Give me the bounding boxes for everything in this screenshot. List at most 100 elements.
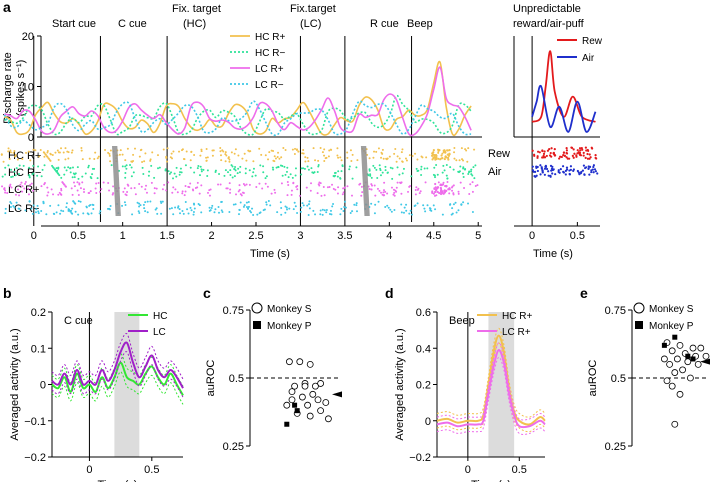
raster-dot — [294, 205, 297, 208]
data-point-monkey-p — [294, 408, 300, 414]
psth-line-0 — [4, 60, 472, 137]
raster-dot — [14, 193, 17, 196]
raster-dot — [198, 192, 201, 195]
raster-dot — [590, 170, 593, 174]
raster-dot — [355, 166, 358, 169]
raster-dot — [98, 212, 101, 215]
raster-dot — [441, 157, 444, 160]
raster-dot — [124, 176, 127, 179]
raster-dot — [307, 160, 310, 163]
raster-dot — [440, 154, 443, 157]
raster-dot — [108, 152, 111, 155]
y-tick-label: 0.6 — [416, 307, 431, 319]
raster-dot — [291, 148, 294, 151]
raster-dot — [546, 149, 550, 152]
panel-c-chart: 0.25 0.5 0.75 auROC Monkey S Monkey P — [205, 302, 342, 453]
raster-dot — [423, 167, 426, 170]
y-tick-label: −0.2 — [24, 452, 46, 464]
saccade-marker — [360, 146, 370, 216]
raster-dot — [245, 183, 248, 186]
raster-dot — [340, 159, 343, 162]
raster-dot — [590, 146, 593, 149]
raster-dot — [405, 203, 408, 206]
raster-dot — [31, 173, 34, 176]
raster-dot — [243, 204, 246, 207]
data-point-monkey-s — [668, 382, 676, 390]
raster-dot — [452, 192, 455, 195]
event-label: C cue — [118, 18, 147, 30]
raster-dot — [403, 206, 406, 209]
data-point-monkey-s — [674, 355, 681, 363]
raster-dot — [264, 177, 267, 180]
raster-dot — [251, 207, 254, 210]
data-point-monkey-p — [292, 402, 298, 408]
raster-dot — [18, 172, 21, 175]
series-line-air — [531, 84, 597, 133]
raster-dot — [316, 192, 319, 195]
raster-dot — [57, 158, 60, 161]
raster-dot — [121, 165, 124, 168]
raster-dot — [192, 211, 195, 214]
raster-dot — [17, 188, 20, 191]
raster-dot — [291, 176, 294, 179]
raster-dot — [34, 211, 37, 214]
raster-dot — [32, 189, 35, 192]
raster-dot — [139, 149, 142, 152]
raster-dot — [231, 165, 234, 168]
raster-dot — [69, 166, 72, 169]
raster-dot — [557, 169, 560, 172]
raster-dot — [59, 212, 62, 215]
raster-dot — [21, 185, 24, 188]
raster-dot — [76, 181, 79, 184]
raster-dot — [228, 158, 231, 161]
raster-dot — [4, 212, 7, 215]
raster-dot — [60, 193, 63, 196]
x-tick-label: 0.5 — [144, 464, 159, 476]
raster-dot — [229, 188, 232, 191]
raster-dot — [240, 194, 243, 197]
raster-dot — [143, 160, 146, 163]
data-point-monkey-s — [296, 358, 304, 366]
raster-dot — [234, 166, 237, 169]
raster-dot — [584, 166, 587, 170]
chart-title: Beep — [449, 315, 475, 327]
raster-dot — [293, 153, 296, 156]
raster-dot — [433, 166, 436, 169]
raster-dot — [381, 171, 384, 174]
raster-dot — [57, 151, 60, 154]
raster-dot — [368, 187, 371, 190]
raster-dot — [462, 159, 465, 162]
raster-dot — [186, 208, 189, 211]
raster-dot — [172, 213, 175, 216]
raster-dot — [192, 213, 195, 216]
raster-dot — [374, 194, 377, 197]
raster-dot — [241, 191, 244, 194]
raster-dot — [336, 154, 339, 157]
series-line-rew — [531, 50, 596, 123]
raster-dot — [63, 173, 66, 176]
raster-dot — [434, 186, 437, 189]
raster-dot — [94, 187, 97, 190]
raster-dot — [9, 206, 12, 209]
raster-dot — [550, 155, 553, 158]
raster-dot — [74, 202, 77, 205]
raster-dot — [96, 157, 99, 160]
raster-dot — [582, 164, 586, 167]
raster-dot — [196, 186, 199, 189]
legend-label: HC — [153, 311, 167, 322]
raster-dot — [443, 149, 446, 152]
raster-dot — [533, 154, 536, 157]
raster-dot — [178, 150, 181, 153]
raster-dot — [7, 147, 10, 150]
legend-marker — [253, 321, 261, 329]
raster-dot — [210, 207, 213, 210]
raster-dot — [184, 164, 187, 167]
raster-dot — [124, 193, 127, 196]
data-point-monkey-s — [702, 352, 710, 360]
raster-dot — [66, 150, 69, 153]
raster-dot — [296, 211, 299, 214]
data-point-monkey-s — [661, 355, 668, 363]
raster-dot — [265, 201, 268, 204]
raster-dot — [159, 200, 162, 203]
data-point-monkey-s — [304, 401, 312, 409]
